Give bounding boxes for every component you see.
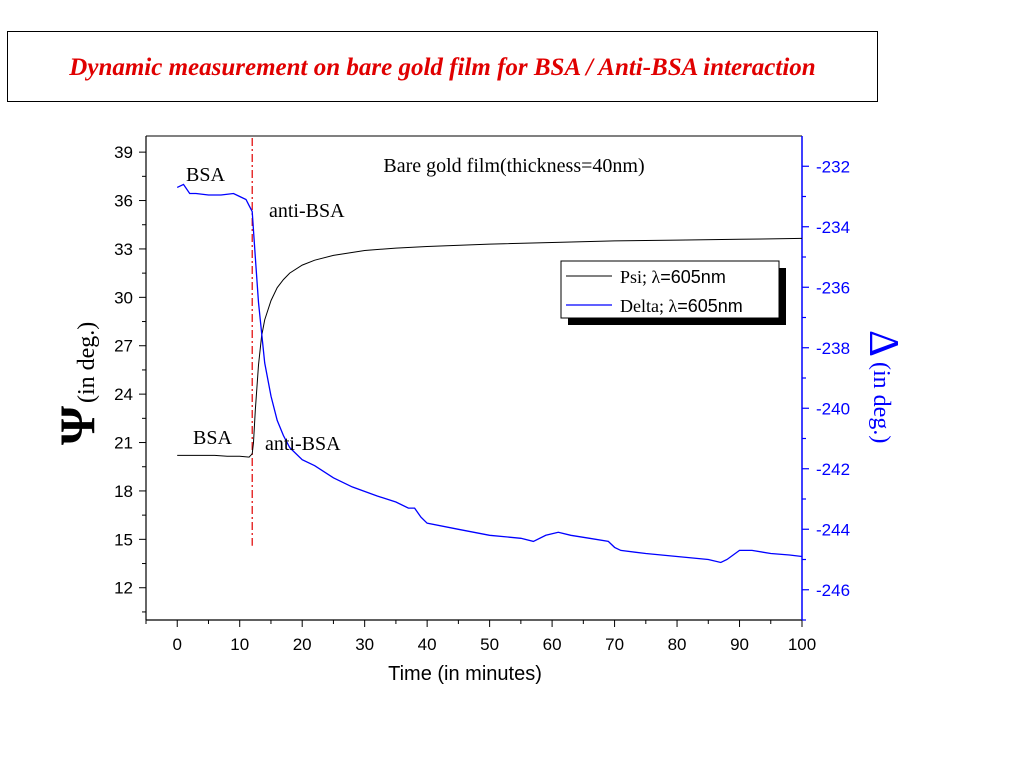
x-tick-label-7: 70 xyxy=(605,635,624,654)
left-axis-ticks: 12 15 18 21 24 27 30 33 36 39 xyxy=(114,143,146,613)
right-tick-label-4: -238 xyxy=(816,339,850,358)
x-tick-label-5: 50 xyxy=(480,635,499,654)
right-tick-label-0: -246 xyxy=(816,581,850,600)
annotation-bsa-delta: BSA xyxy=(186,164,225,186)
right-tick-label-6: -234 xyxy=(816,218,850,237)
left-tick-label-2: 18 xyxy=(114,482,133,501)
left-tick-label-1: 15 xyxy=(114,530,133,549)
annotation-anti-bsa-psi: anti-BSA xyxy=(265,433,341,455)
psi-symbol: Ψ xyxy=(49,406,105,445)
legend: Psi; λ=605nm Delta; λ=605nm xyxy=(560,260,786,325)
x-axis-ticks: 0 10 20 30 40 50 60 70 80 90 100 xyxy=(145,620,816,654)
x-tick-label-2: 20 xyxy=(293,635,312,654)
legend-delta-label: Delta; λ=605nm xyxy=(620,296,743,316)
slide-title: Dynamic measurement on bare gold film fo… xyxy=(69,54,816,81)
right-tick-label-7: -232 xyxy=(816,157,850,176)
right-tick-label-3: -240 xyxy=(816,399,850,418)
legend-delta-name: Delta; xyxy=(620,296,668,316)
left-tick-label-0: 12 xyxy=(114,579,133,598)
x-tick-label-0: 0 xyxy=(173,635,182,654)
left-tick-label-5: 27 xyxy=(114,337,133,356)
x-tick-label-3: 30 xyxy=(355,635,374,654)
legend-psi-name: Psi; xyxy=(620,267,652,287)
x-tick-label-6: 60 xyxy=(543,635,562,654)
right-axis-unit: (in deg.) xyxy=(868,362,894,443)
x-tick-label-10: 100 xyxy=(788,635,816,654)
left-axis-unit: (in deg.) xyxy=(74,322,100,403)
legend-psi-wavelength: =605nm xyxy=(660,267,726,287)
psi-series-line xyxy=(177,237,803,458)
left-tick-label-9: 39 xyxy=(114,143,133,162)
annotation-bsa-psi: BSA xyxy=(193,427,232,449)
left-tick-label-6: 30 xyxy=(114,288,133,307)
legend-delta-lambda: λ xyxy=(668,296,677,316)
legend-psi-label: Psi; λ=605nm xyxy=(620,267,726,287)
legend-psi-lambda: λ xyxy=(652,267,661,287)
left-tick-label-8: 36 xyxy=(114,192,133,211)
right-axis-label: Δ (in deg.) xyxy=(860,330,906,443)
legend-delta-wavelength: =605nm xyxy=(677,296,743,316)
x-tick-label-4: 40 xyxy=(418,635,437,654)
delta-symbol: Δ xyxy=(860,330,906,357)
x-tick-label-9: 90 xyxy=(730,635,749,654)
delta-series-line xyxy=(176,183,803,564)
right-tick-label-5: -236 xyxy=(816,278,850,297)
left-axis-label: Ψ (in deg.) xyxy=(49,322,105,445)
x-axis-label: Time (in minutes) xyxy=(388,663,542,685)
left-tick-label-4: 24 xyxy=(114,385,133,404)
chart-title: Bare gold film(thickness=40nm) xyxy=(383,155,644,177)
left-tick-label-7: 33 xyxy=(114,240,133,259)
annotation-anti-bsa-delta: anti-BSA xyxy=(269,200,345,222)
right-axis-ticks: -246 -244 -242 -240 -238 -236 -234 -232 xyxy=(802,157,850,621)
right-tick-label-1: -244 xyxy=(816,520,850,539)
right-tick-label-2: -242 xyxy=(816,460,850,479)
x-tick-label-8: 80 xyxy=(668,635,687,654)
legend-box xyxy=(560,260,780,319)
left-tick-label-3: 21 xyxy=(114,434,133,453)
slide-title-box: Dynamic measurement on bare gold film fo… xyxy=(7,31,878,102)
x-tick-label-1: 10 xyxy=(230,635,249,654)
